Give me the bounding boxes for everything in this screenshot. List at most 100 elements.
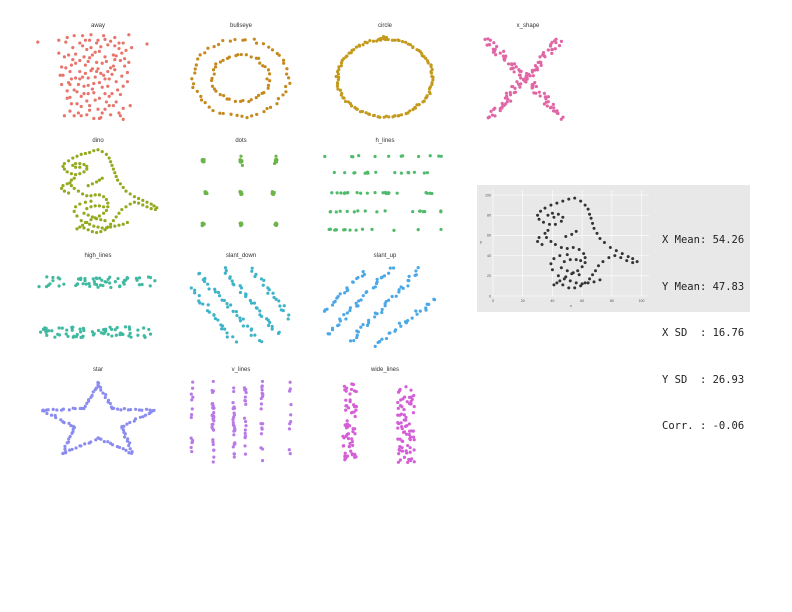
data-point: [128, 202, 132, 206]
data-point: [141, 415, 145, 419]
panel-title: dino: [92, 138, 104, 144]
data-point: [79, 152, 83, 156]
data-point: [533, 68, 537, 72]
data-point: [130, 450, 134, 454]
y-tick-label: 100: [485, 193, 491, 197]
data-point: [260, 384, 264, 388]
data-point: [410, 316, 414, 320]
data-point: [407, 395, 412, 399]
data-point: [243, 436, 247, 440]
data-point: [408, 402, 412, 406]
data-point: [513, 86, 517, 90]
data-point: [110, 72, 114, 76]
data-point: [418, 309, 422, 313]
data-point: [141, 198, 145, 202]
data-point: [353, 171, 357, 175]
data-point: [78, 77, 82, 81]
data-point: [143, 335, 147, 339]
data-point: [275, 102, 279, 106]
feature-data-point: [591, 273, 595, 277]
data-point: [404, 415, 408, 419]
stat-y-sd: Y SD : 26.93: [662, 373, 745, 386]
data-point: [111, 64, 115, 68]
data-point: [222, 93, 226, 98]
data-point: [384, 336, 389, 341]
data-point: [147, 327, 151, 332]
data-point: [137, 408, 142, 412]
data-point: [339, 61, 344, 65]
data-point: [81, 75, 85, 79]
data-point: [512, 70, 516, 74]
feature-data-point: [583, 256, 587, 260]
data-point: [250, 266, 254, 270]
data-point: [199, 94, 203, 98]
data-point: [289, 403, 293, 407]
data-point: [239, 52, 243, 57]
data-point: [408, 446, 412, 450]
data-point: [241, 317, 245, 321]
data-point: [127, 443, 131, 448]
data-point: [211, 404, 215, 408]
data-point: [344, 317, 348, 321]
data-point: [109, 66, 113, 70]
data-point: [240, 114, 244, 118]
data-point: [108, 281, 112, 285]
data-point: [79, 330, 83, 334]
data-point: [352, 410, 356, 414]
data-point: [412, 404, 416, 409]
feature-data-point: [544, 235, 548, 239]
data-point: [72, 114, 76, 118]
data-point: [254, 95, 258, 100]
data-point: [380, 337, 384, 341]
panel-plot: [60, 148, 159, 235]
data-point: [121, 185, 125, 190]
data-point: [138, 415, 143, 419]
data-point: [353, 404, 357, 409]
data-point: [121, 447, 125, 451]
data-point: [492, 49, 497, 54]
feature-data-point: [570, 232, 574, 236]
panel-plot: [37, 275, 157, 339]
data-point: [231, 417, 235, 422]
data-point: [92, 149, 96, 153]
data-point: [81, 34, 85, 38]
data-point: [242, 416, 247, 420]
data-point: [121, 222, 125, 226]
data-point: [82, 84, 86, 88]
feature-data-point: [561, 215, 565, 219]
data-point: [148, 275, 153, 280]
data-point: [518, 73, 522, 77]
data-point: [104, 197, 108, 202]
data-point: [541, 51, 546, 55]
data-point: [149, 207, 153, 211]
panel-plot: [483, 37, 565, 121]
data-point: [72, 209, 76, 213]
data-point: [285, 67, 289, 71]
data-point: [98, 283, 103, 287]
data-point: [193, 67, 197, 71]
data-point: [361, 270, 365, 274]
data-point: [534, 84, 538, 89]
data-point: [416, 228, 420, 232]
data-point: [116, 88, 120, 92]
data-point: [68, 109, 72, 113]
data-point: [191, 395, 195, 399]
feature-data-point: [550, 211, 554, 215]
feature-data-point: [556, 212, 560, 216]
data-point: [393, 170, 397, 175]
feature-data-point: [561, 199, 565, 203]
data-point: [223, 327, 227, 331]
data-point: [382, 35, 386, 39]
data-point: [270, 324, 274, 329]
data-point: [390, 294, 394, 299]
panel-high-lines: high_lines: [35, 252, 161, 354]
data-point: [380, 307, 384, 312]
data-point: [114, 80, 118, 84]
data-point: [104, 392, 108, 397]
data-point: [259, 277, 264, 281]
data-point: [69, 178, 73, 182]
data-point: [390, 38, 395, 42]
data-point: [117, 211, 121, 215]
data-point: [344, 389, 348, 393]
data-point: [351, 280, 355, 284]
